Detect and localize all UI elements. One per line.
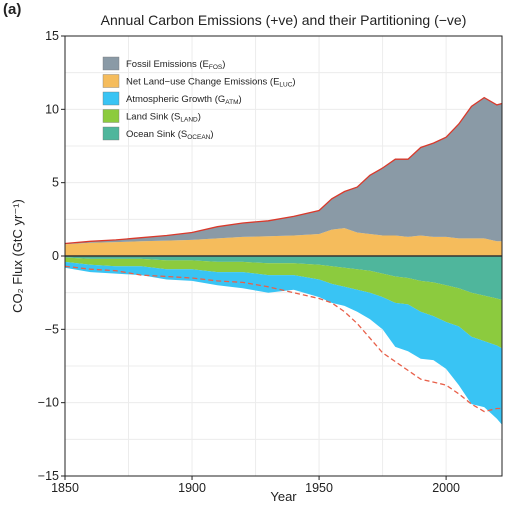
x-tick-label: 2000	[432, 481, 460, 495]
x-tick-label: 1850	[51, 481, 79, 495]
legend-swatch-atm	[102, 91, 120, 106]
y-tick-label: −5	[45, 322, 59, 336]
chart-title: Annual Carbon Emissions (+ve) and their …	[100, 12, 467, 28]
legend-swatch-land	[102, 109, 120, 123]
series-lines	[64, 96, 503, 413]
x-tick-label: 1950	[305, 481, 333, 495]
area-luc	[65, 228, 502, 256]
y-tick-label: 10	[45, 102, 59, 116]
legend-swatch-ocean	[102, 126, 120, 141]
y-tick-label: −10	[38, 396, 59, 410]
y-tick-label: 0	[52, 249, 59, 263]
axis-ticks: 1850 1900 1950 2000 15 10 5 0 −5 −10 −15	[38, 29, 460, 495]
stacked-areas	[65, 97, 502, 425]
legend: Fossil Emissions (EFOS) Net Land−use Chan…	[102, 56, 296, 141]
legend-label-ocean: Ocean Sink (SOCEAN)	[126, 129, 214, 141]
legend-label-atm: Atmospheric Growth (GATM)	[126, 94, 242, 106]
budget-dashed-line	[64, 265, 502, 413]
y-tick-label: 15	[45, 29, 59, 43]
y-tick-label: 5	[52, 176, 59, 190]
area-ocean	[65, 256, 502, 300]
total-emissions-line	[64, 96, 503, 245]
legend-swatch-luc	[102, 74, 120, 88]
legend-label-land: Land Sink (SLAND)	[126, 112, 201, 124]
y-axis-label: CO₂ Flux (GtC yr⁻¹)	[10, 199, 25, 313]
legend-swatch-fossil	[102, 56, 120, 71]
x-tick-label: 1900	[178, 481, 206, 495]
x-axis-label: Year	[270, 489, 297, 504]
area-fossil	[65, 97, 502, 245]
area-atm	[65, 261, 502, 425]
area-land	[65, 257, 502, 349]
legend-label-fossil: Fossil Emissions (EFOS)	[126, 59, 225, 71]
y-tick-label: −15	[38, 469, 59, 483]
legend-label-luc: Net Land−use Change Emissions (ELUC)	[126, 77, 296, 89]
panel-label: (a)	[3, 1, 22, 18]
